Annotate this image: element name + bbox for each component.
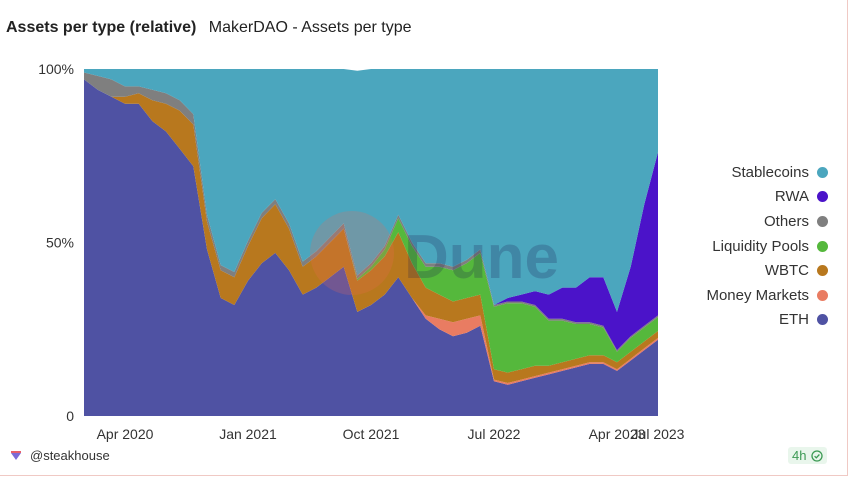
legend-swatch [817, 240, 828, 252]
y-tick-label: 50% [46, 235, 74, 251]
refresh-badge[interactable]: 4h [788, 447, 828, 464]
dune-watermark: Dune [310, 211, 559, 295]
chart-header: Assets per type (relative) MakerDAO - As… [6, 19, 412, 37]
y-tick-label: 100% [38, 61, 74, 77]
query-name[interactable]: MakerDAO - Assets per type [208, 19, 412, 36]
refresh-age: 4h [792, 448, 807, 463]
legend-swatch [817, 215, 828, 227]
dune-logo-icon [310, 211, 394, 295]
legend-swatch [817, 289, 828, 301]
footer-author[interactable]: @steakhouse [10, 448, 110, 463]
series-area-stablecoins[interactable] [84, 69, 658, 312]
legend-item-others[interactable]: Others [688, 209, 828, 234]
x-tick-label: Oct 2021 [343, 426, 400, 442]
y-tick-label: 0 [66, 408, 74, 424]
legend-label: RWA [774, 188, 809, 206]
legend-label: Money Markets [706, 286, 809, 304]
legend-swatch [817, 265, 828, 277]
chart-legend: Stablecoins RWA Others Liquidity Pools WBTC M… [688, 160, 828, 332]
series-area-eth[interactable] [84, 79, 658, 417]
legend-label: WBTC [764, 262, 809, 280]
legend-item-wbtc[interactable]: WBTC [688, 258, 828, 283]
legend-label: Liquidity Pools [712, 237, 809, 255]
watermark-text: Dune [404, 223, 559, 292]
x-tick-label: Apr 2023 [589, 426, 646, 442]
chart-title: Assets per type (relative) [6, 19, 197, 36]
legend-label: ETH [779, 311, 809, 329]
series-area-liquidity-pools[interactable] [84, 79, 658, 373]
legend-item-money-markets[interactable]: Money Markets [688, 283, 828, 308]
author-handle: @steakhouse [30, 448, 110, 463]
steakhouse-logo-icon [11, 450, 21, 460]
legend-swatch [817, 314, 828, 326]
legend-swatch [817, 166, 828, 178]
x-tick-label: Apr 2020 [97, 426, 154, 442]
legend-item-stablecoins[interactable]: Stablecoins [688, 160, 828, 185]
x-tick-label: Jul 2023 [632, 426, 685, 442]
x-tick-label: Jul 2022 [468, 426, 521, 442]
legend-label: Stablecoins [731, 163, 809, 181]
legend-item-liquidity-pools[interactable]: Liquidity Pools [688, 234, 828, 259]
legend-swatch [817, 191, 828, 203]
legend-label: Others [763, 212, 809, 230]
series-area-rwa[interactable] [84, 72, 658, 351]
check-circle-icon [811, 449, 824, 462]
x-tick-label: Jan 2021 [219, 426, 277, 442]
legend-item-eth[interactable]: ETH [688, 308, 828, 333]
legend-item-rwa[interactable]: RWA [688, 185, 828, 210]
